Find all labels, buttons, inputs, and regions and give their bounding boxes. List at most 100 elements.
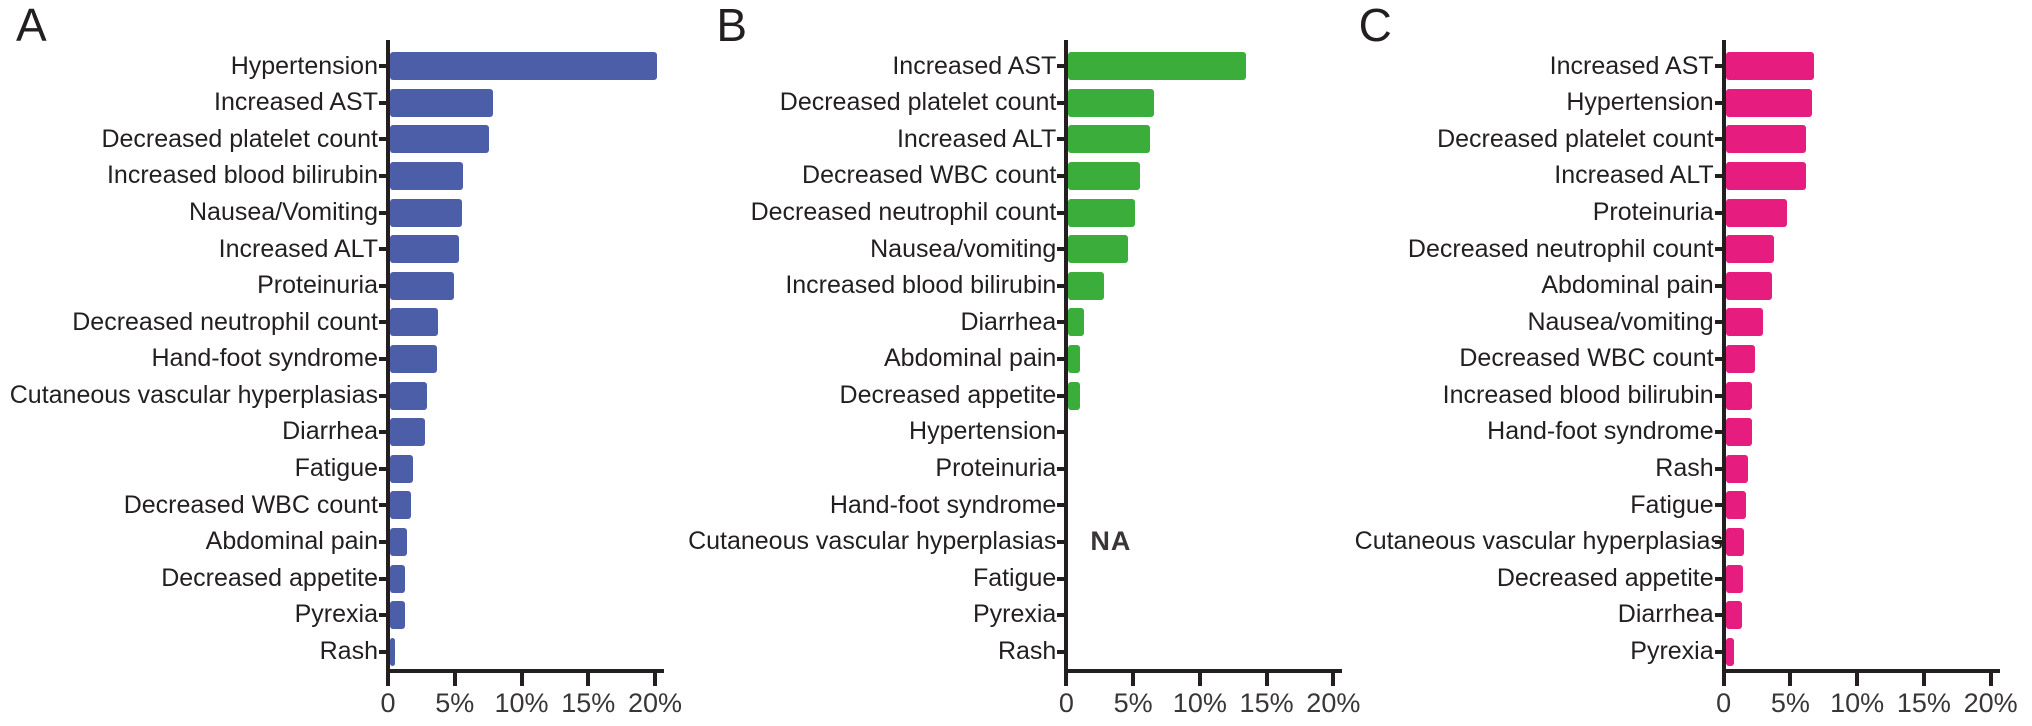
- chart-row: Cutaneous vascular hyperplasias: [677, 524, 1354, 561]
- y-axis-tick: [1714, 64, 1724, 69]
- y-axis-tick: [1057, 576, 1067, 581]
- bar: [1725, 454, 1749, 483]
- y-axis-tick: [379, 430, 388, 435]
- bar: [1068, 381, 1081, 410]
- y-axis-tick: [1057, 649, 1067, 654]
- y-axis-tick: [379, 283, 388, 288]
- panel-letter-A: A: [16, 0, 47, 51]
- chart-row: Fatigue: [0, 451, 677, 488]
- y-axis-tick: [1057, 466, 1067, 471]
- chart-row: Decreased platelet count: [677, 85, 1354, 122]
- y-axis-tick: [1714, 466, 1724, 471]
- bar: [1725, 125, 1806, 154]
- category-label: Decreased neutrophil count: [750, 197, 1057, 226]
- panel-B: B Increased AST Decreased platelet count I…: [677, 0, 1360, 726]
- chart-row: Decreased WBC count: [1355, 341, 2032, 378]
- x-axis-tick-label: 0: [1058, 688, 1074, 718]
- category-label: Decreased appetite: [161, 563, 378, 592]
- chart-row: Abdominal pain: [1355, 268, 2032, 305]
- y-axis-tick: [1714, 430, 1724, 435]
- chart-row: Decreased appetite: [0, 560, 677, 597]
- bar: [390, 418, 425, 447]
- y-axis-tick: [379, 210, 388, 215]
- y-axis-tick: [1057, 174, 1067, 179]
- y-axis-tick: [1057, 64, 1067, 69]
- chart-row: Cutaneous vascular hyperplasias: [0, 377, 677, 414]
- y-axis-tick: [1714, 393, 1724, 398]
- category-label: Cutaneous vascular hyperplasias: [688, 527, 1057, 556]
- y-axis-tick: [379, 540, 388, 545]
- chart-row: Increased blood bilirubin: [1355, 377, 2032, 414]
- y-axis-tick: [379, 576, 388, 581]
- y-axis-line: [1721, 40, 1726, 682]
- chart-row: Increased AST: [1355, 48, 2032, 85]
- y-axis-tick: [379, 137, 388, 142]
- chart-row: Decreased neutrophil count: [1355, 231, 2032, 268]
- y-axis-tick: [1714, 283, 1724, 288]
- y-axis-tick: [1057, 283, 1067, 288]
- x-axis-tick-label: 15%: [1896, 688, 1951, 718]
- category-label: Decreased platelet count: [1437, 124, 1714, 153]
- chart-row: Rash: [0, 634, 677, 671]
- category-label: Abdominal pain: [205, 527, 378, 556]
- category-label: Decreased platelet count: [779, 88, 1057, 117]
- bar: [390, 308, 439, 337]
- chart-row: Increased blood bilirubin: [677, 268, 1354, 305]
- bar: [1725, 528, 1745, 557]
- y-axis-tick: [1714, 247, 1724, 252]
- y-axis-line: [386, 40, 390, 682]
- bar: [390, 88, 493, 117]
- chart-row: Rash: [677, 634, 1354, 671]
- y-axis-tick: [379, 649, 388, 654]
- bar: [1725, 271, 1773, 300]
- category-label: Diarrhea: [960, 307, 1057, 336]
- y-axis-tick: [1714, 540, 1724, 545]
- x-axis-tick: [1264, 669, 1269, 686]
- x-axis-tick: [1197, 669, 1202, 686]
- x-axis-tick-label: 20%: [1306, 688, 1361, 718]
- bar: [1725, 52, 1814, 81]
- x-axis-tick-label: 0: [380, 688, 396, 718]
- y-axis-tick: [1714, 357, 1724, 362]
- x-axis-tick-label: 10%: [1830, 688, 1885, 718]
- category-label: Nausea/Vomiting: [188, 197, 378, 226]
- chart-row: Decreased appetite: [677, 377, 1354, 414]
- x-axis-tick: [1331, 669, 1336, 686]
- category-label: Proteinuria: [257, 271, 378, 300]
- category-label: Rash: [319, 637, 378, 666]
- category-label: Increased ALT: [896, 124, 1057, 153]
- x-axis-tick-label: 10%: [494, 688, 549, 718]
- category-label: Pyrexia: [294, 600, 378, 629]
- chart-row: Decreased WBC count: [677, 158, 1354, 195]
- category-label: Decreased WBC count: [123, 490, 378, 519]
- y-axis-tick: [379, 466, 388, 471]
- chart-row: Diarrhea: [1355, 597, 2032, 634]
- category-label: Diarrhea: [282, 417, 378, 446]
- chart-row: Decreased neutrophil count: [0, 304, 677, 341]
- x-axis-tick: [1721, 669, 1726, 686]
- x-axis-tick-label: 5%: [435, 688, 475, 718]
- chart-row: Hand-foot syndrome: [0, 341, 677, 378]
- bar: [390, 125, 489, 154]
- chart-row: Pyrexia: [677, 597, 1354, 634]
- x-axis-tick: [519, 669, 524, 686]
- bar: [1068, 198, 1136, 227]
- category-label: Pyrexia: [972, 600, 1057, 629]
- bar: [1725, 491, 1746, 520]
- category-label: Decreased WBC count: [1459, 344, 1714, 373]
- chart-row: Nausea/vomiting: [677, 231, 1354, 268]
- y-axis-tick: [1714, 100, 1724, 105]
- chart-row: Proteinuria: [0, 268, 677, 305]
- bar: [1725, 308, 1764, 337]
- x-axis-tick: [452, 669, 457, 686]
- x-axis-tick: [586, 669, 591, 686]
- x-axis-line: [386, 669, 664, 673]
- y-axis-tick: [1057, 210, 1067, 215]
- bar: [1068, 125, 1150, 154]
- bar: [1725, 162, 1806, 191]
- category-label: Increased AST: [1549, 51, 1714, 80]
- y-axis-tick: [1714, 137, 1724, 142]
- y-axis-tick: [379, 320, 388, 325]
- y-axis-tick: [1057, 357, 1067, 362]
- bar: [1725, 381, 1753, 410]
